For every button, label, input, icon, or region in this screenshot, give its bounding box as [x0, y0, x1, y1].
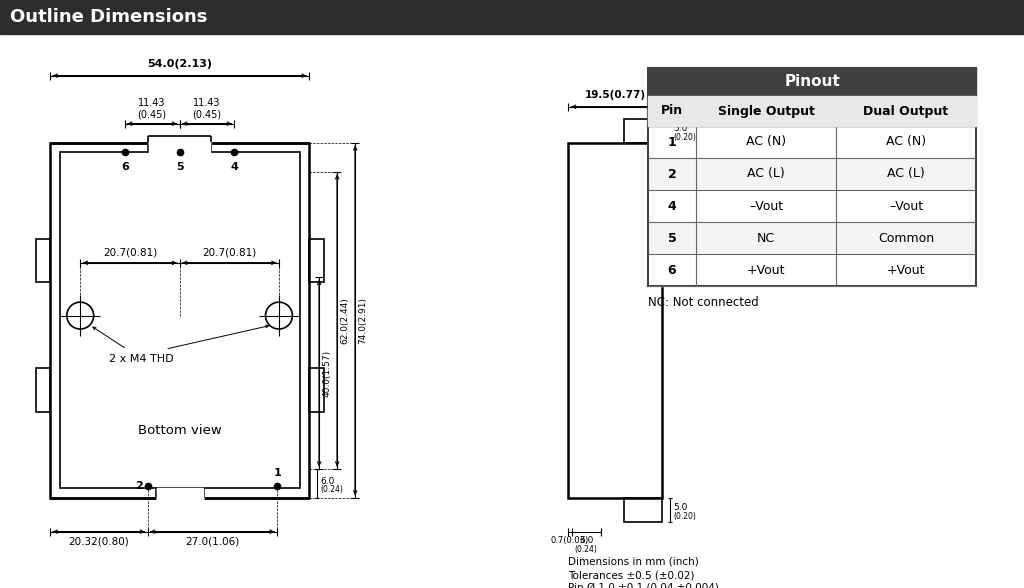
Bar	[36, 369, 50, 412]
Text: 4: 4	[668, 199, 677, 212]
Text: Single Output: Single Output	[718, 105, 814, 118]
Text: (0.24): (0.24)	[574, 545, 598, 554]
Text: 4: 4	[230, 162, 239, 172]
Bar	[648, 68, 976, 96]
Text: 5.0: 5.0	[673, 503, 687, 513]
Bar	[648, 68, 976, 286]
Text: 74.0(2.91): 74.0(2.91)	[358, 297, 368, 344]
Text: Tolerances ±0.5 (±0.02): Tolerances ±0.5 (±0.02)	[568, 570, 695, 580]
Text: –Vout: –Vout	[889, 199, 923, 212]
Bar	[568, 143, 662, 498]
Bar	[624, 119, 662, 143]
Bar	[0, 0, 1024, 34]
Text: 6: 6	[121, 162, 129, 172]
Text: Pin: Pin	[660, 105, 683, 118]
Text: 6: 6	[668, 263, 676, 276]
Text: 62.0(2.44): 62.0(2.44)	[340, 297, 349, 344]
Text: +Vout: +Vout	[887, 263, 926, 276]
Text: 1: 1	[273, 468, 281, 478]
Text: (0.20): (0.20)	[673, 133, 696, 142]
Text: 54.0(2.13): 54.0(2.13)	[147, 59, 212, 69]
Text: Pinout: Pinout	[784, 75, 840, 89]
Text: 11.43
(0.45): 11.43 (0.45)	[193, 98, 221, 119]
Bar	[157, 488, 203, 499]
Text: 2 x M4 THD: 2 x M4 THD	[109, 354, 173, 364]
Text: (0.24): (0.24)	[321, 485, 343, 494]
Bar	[309, 369, 324, 412]
Text: 5: 5	[668, 232, 677, 245]
Text: 5: 5	[176, 162, 183, 172]
Bar	[648, 126, 976, 158]
Bar	[36, 239, 50, 282]
Bar	[59, 152, 300, 489]
Text: NC: NC	[757, 232, 775, 245]
Text: Dual Output: Dual Output	[863, 105, 948, 118]
Bar	[150, 142, 210, 153]
Text: 0.7(0.03): 0.7(0.03)	[551, 536, 589, 545]
Text: (0.20): (0.20)	[673, 513, 696, 522]
Bar	[309, 239, 324, 282]
Text: 20.7(0.81): 20.7(0.81)	[202, 248, 256, 258]
Text: AC (N): AC (N)	[886, 135, 926, 149]
Text: Bottom view: Bottom view	[137, 425, 221, 437]
Bar	[648, 190, 976, 222]
Bar	[648, 222, 976, 254]
Text: 2: 2	[135, 481, 142, 491]
Bar	[50, 143, 309, 498]
Text: AC (L): AC (L)	[887, 168, 925, 181]
Text: 11.43
(0.45): 11.43 (0.45)	[137, 98, 167, 119]
Text: Dimensions in mm (inch): Dimensions in mm (inch)	[568, 557, 699, 567]
Text: 6.0: 6.0	[579, 536, 593, 545]
Text: Outline Dimensions: Outline Dimensions	[10, 8, 208, 26]
Text: 6.0: 6.0	[321, 477, 335, 486]
Text: +Vout: +Vout	[746, 263, 785, 276]
Text: 2: 2	[668, 168, 677, 181]
Text: AC (L): AC (L)	[748, 168, 784, 181]
Text: 19.5(0.77): 19.5(0.77)	[585, 90, 646, 100]
Text: 20.32(0.80): 20.32(0.80)	[69, 537, 129, 547]
Text: Common: Common	[878, 232, 934, 245]
Bar	[624, 498, 662, 522]
Bar	[648, 158, 976, 190]
Text: 1: 1	[668, 135, 677, 149]
Text: 27.0(1.06): 27.0(1.06)	[185, 537, 240, 547]
Bar	[648, 96, 976, 126]
Text: 5.0: 5.0	[673, 124, 687, 133]
Text: Pin Ø 1.0 ±0.1 (0.04 ±0.004): Pin Ø 1.0 ±0.1 (0.04 ±0.004)	[568, 583, 719, 588]
Text: 40.0(1.57): 40.0(1.57)	[323, 350, 331, 397]
Text: –Vout: –Vout	[749, 199, 783, 212]
Bar	[648, 254, 976, 286]
Text: 20.7(0.81): 20.7(0.81)	[102, 248, 157, 258]
Text: NC: Not connected: NC: Not connected	[648, 296, 759, 309]
Text: AC (N): AC (N)	[745, 135, 786, 149]
